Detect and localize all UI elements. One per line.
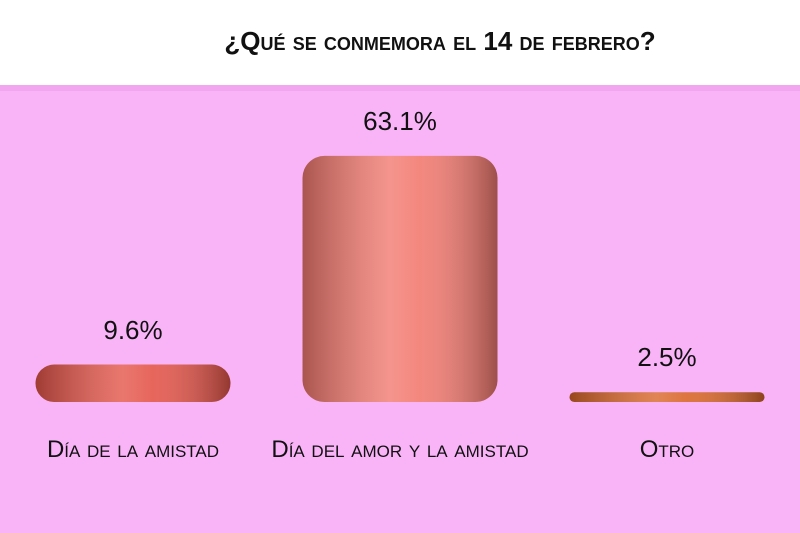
value-label: 2.5% (637, 342, 697, 373)
x-tick-label: Día de la amistad (46, 436, 220, 463)
x-tick-label: Otro (639, 436, 695, 463)
chart-title: ¿Qué se conmemora el 14 de febrero? (224, 26, 656, 56)
bar-shade (302, 155, 498, 402)
bar-shade (569, 392, 765, 402)
x-tick-label: Día del amor y la amistad (271, 436, 529, 463)
value-label: 63.1% (363, 105, 437, 136)
bar-shade (35, 364, 231, 402)
value-label: 9.6% (103, 314, 163, 345)
